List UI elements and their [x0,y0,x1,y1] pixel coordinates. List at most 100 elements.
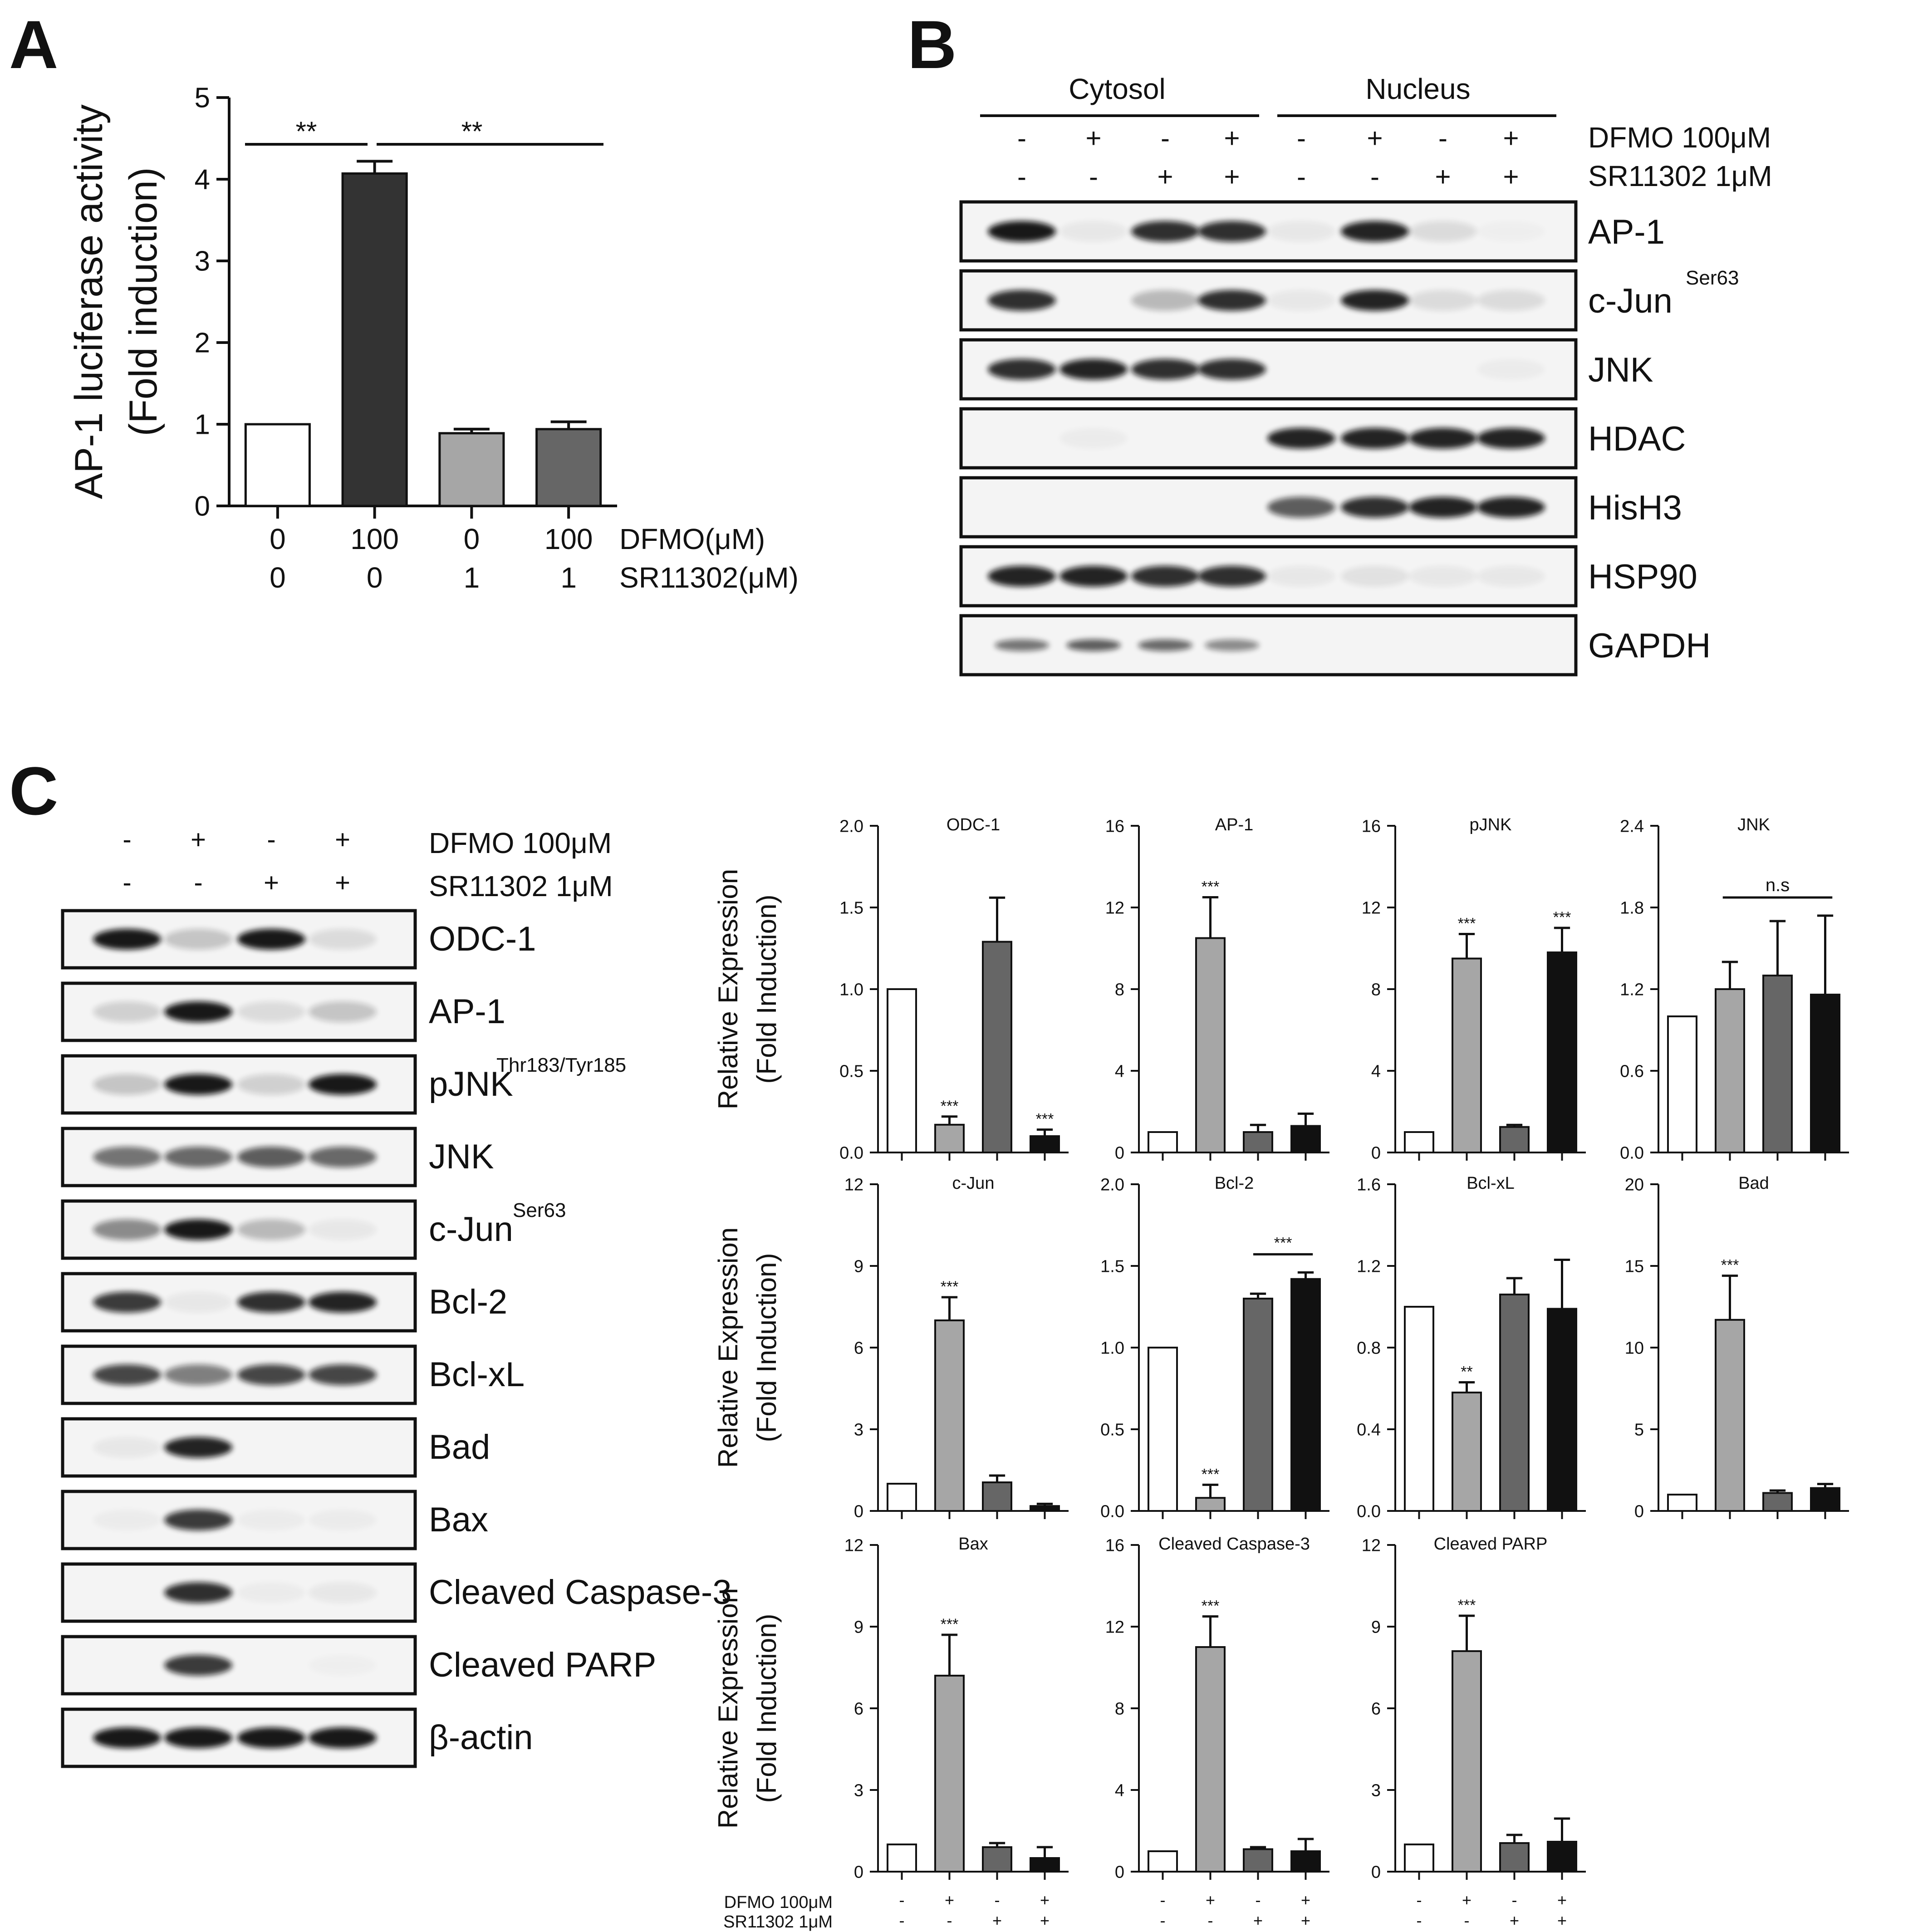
c-sr-label: SR11302 1μM [429,870,613,902]
sig-label-2: ** [461,116,483,147]
dfmo-sign: + [1503,123,1519,153]
y-tick-label: 9 [854,1257,863,1276]
blot-band [1477,359,1545,380]
chart-title: c-Jun [952,1174,995,1193]
chart-title: AP-1 [1215,815,1253,834]
blot-row-hish3: HisH3 [959,476,1682,539]
blot-band [237,929,305,950]
panel-c-bottom-labels: DFMO 100μM SR11302 1μM [723,1893,833,1932]
y-tick-label: 12 [1105,898,1124,917]
bar [982,1846,1012,1873]
chart-jnk: 0.0 0.6 1.2 1.8 2.4 JNK n.s [1620,815,1849,1162]
significance-label: *** [1202,1598,1220,1615]
y-tick-label: 0 [1115,1143,1124,1162]
bar [1030,1505,1060,1512]
bottom-sr-sign: + [1557,1911,1567,1930]
blot-band [1066,639,1121,651]
dfmo-value: 100 [544,523,593,555]
blot-band [237,1147,305,1167]
blot-band [1409,428,1477,449]
y-tick-label: 0 [854,1502,863,1521]
blot-band [164,1219,232,1240]
blot-band [1477,221,1545,242]
blot-band [237,1510,305,1530]
panel-letter-a: A [9,6,58,83]
blot-frame [959,614,1578,677]
bottom-dfmo-sign: - [1160,1891,1166,1909]
blot-band [1409,497,1477,518]
bar [982,941,1012,1154]
bar [1810,1487,1840,1512]
blot-label-superscript: Ser63 [513,1199,566,1221]
blot-band [1059,359,1128,380]
blot-band [237,1219,305,1240]
blot-row-cleaved-parp: Cleaved PARP [61,1635,656,1696]
y-tick-label: 16 [1105,817,1124,836]
bottom-dfmo-sign: + [1557,1891,1567,1909]
sr-sign: + [335,868,350,897]
bottom-sr-sign: + [1510,1911,1519,1930]
blot-label: c-Jun [1588,282,1673,320]
bottom-dfmo-sign: + [1040,1891,1050,1909]
blot-band [1198,221,1266,242]
significance-label: *** [1202,1466,1220,1483]
y-tick-label: 2.4 [1620,817,1644,836]
chart-title: JNK [1737,815,1770,834]
y-tick-label: 12 [1362,898,1381,917]
blot-band [309,1074,377,1095]
blot-label-superscript: Ser63 [1686,267,1739,289]
panel-c-header: DFMO 100μM SR11302 1μM [429,827,613,902]
blot-band [1267,221,1335,242]
dfmo-sign: - [1017,123,1026,153]
bar [1290,1850,1321,1873]
y-tick-label: 0.0 [1620,1143,1644,1162]
blot-row-hdac: HDAC [959,407,1686,470]
blot-band [309,1727,377,1748]
bar [1810,994,1840,1153]
y-tick-label: 0 [1371,1143,1381,1162]
bar [934,1123,965,1154]
blot-label: Bcl-2 [429,1283,507,1321]
bar [1547,1841,1577,1873]
blot-band [1059,428,1128,449]
blot-label: Bad [429,1428,490,1466]
blot-band [1059,566,1128,587]
y-tick-label: 4 [1115,1062,1124,1081]
y-tick-label: 1.0 [839,980,863,999]
y-tick-label: 1.6 [1357,1175,1381,1194]
b-sr-label: SR11302 1μM [1588,160,1772,192]
bar [1243,1131,1273,1153]
blot-band [1205,639,1259,651]
sr-sign: + [1224,162,1240,192]
blot-band [164,1510,232,1530]
bar [438,432,505,507]
dfmo-row-label: DFMO(μM) [619,523,765,555]
blot-band [93,1727,161,1748]
chart-cleaved-caspase-3: 0 4 8 12 16 *** Cleaved Caspase-3 [1105,1535,1329,1882]
bar [1667,1494,1697,1512]
y-tick-label: 6 [854,1339,863,1358]
blot-band [93,1074,161,1095]
bottom-dfmo-sign: + [1301,1891,1310,1909]
bottom-dfmo-sign: + [945,1891,954,1909]
bar [887,1844,917,1873]
blot-band [164,929,232,950]
y-tick-label: 1.2 [1620,980,1644,999]
sig-label-1: ** [296,116,317,147]
blot-band [988,290,1056,311]
significance-label: *** [1458,1597,1476,1614]
bar [982,1481,1012,1512]
blot-band [1477,566,1545,587]
bottom-sr-sign: - [1464,1911,1470,1930]
c-bottom-dfmo-label: DFMO 100μM [724,1893,833,1912]
b-dfmo-label: DFMO 100μM [1588,121,1771,154]
y-tick-label: 15 [1625,1257,1644,1276]
blot-label: HDAC [1588,420,1686,458]
sr-sign: - [194,868,202,897]
bar [1195,1646,1226,1873]
blot-row-ap-1: AP-1 [61,981,505,1042]
blot-band [309,1147,377,1167]
dfmo-sign: - [123,825,131,854]
